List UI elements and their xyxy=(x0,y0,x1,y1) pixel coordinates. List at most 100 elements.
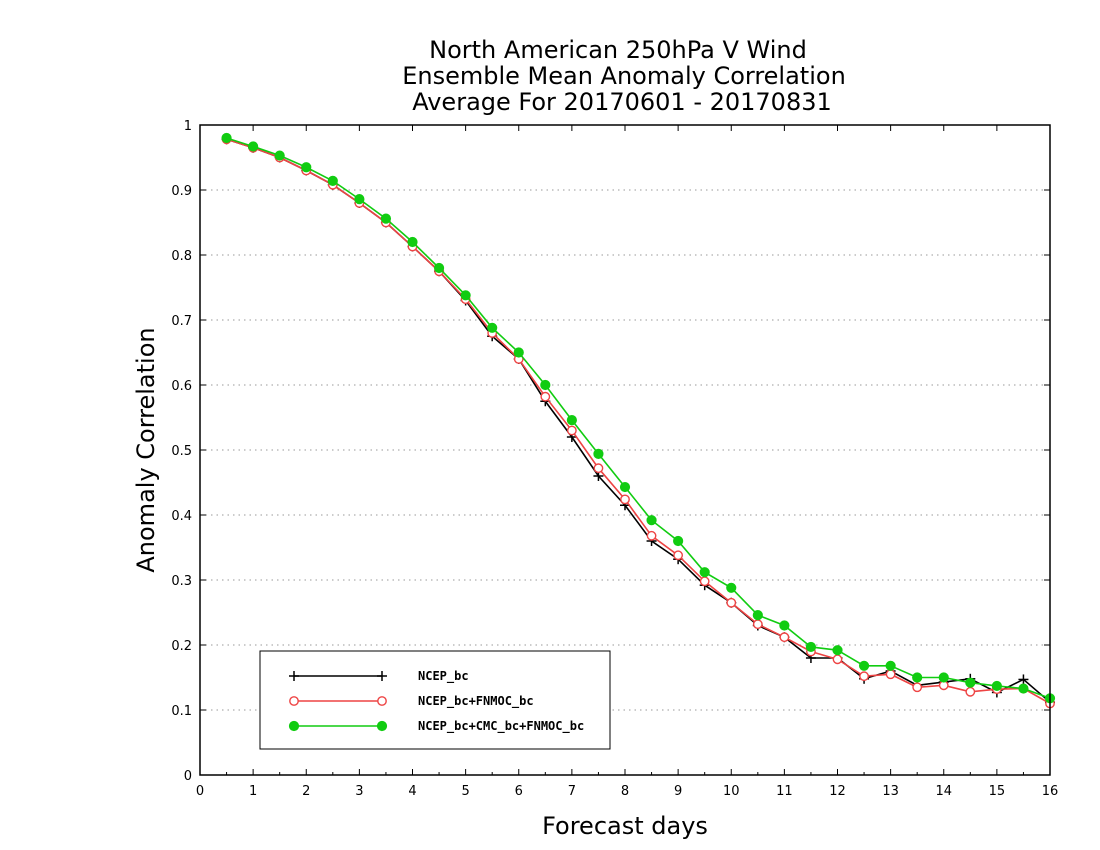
y-tick-label: 0 xyxy=(184,769,192,784)
y-axis-label: Anomaly Correlation xyxy=(132,327,160,572)
data-point xyxy=(593,463,604,474)
data-point xyxy=(673,535,684,547)
y-tick-label: 0.3 xyxy=(171,574,192,589)
data-point xyxy=(726,582,737,593)
series-2 xyxy=(221,132,1056,704)
x-tick-label: 11 xyxy=(776,784,793,799)
data-point xyxy=(779,620,790,631)
data-point xyxy=(460,290,471,301)
data-point xyxy=(858,660,870,671)
data-point xyxy=(620,494,630,505)
data-point xyxy=(752,610,763,621)
data-point xyxy=(885,669,896,680)
legend-marker xyxy=(289,671,299,681)
x-tick-label: 10 xyxy=(723,784,740,799)
x-tick-label: 8 xyxy=(621,784,629,799)
data-point xyxy=(354,194,365,205)
y-tick-label: 1 xyxy=(184,119,192,134)
x-tick-label: 4 xyxy=(408,784,416,799)
data-point xyxy=(991,680,1002,692)
data-point xyxy=(832,645,843,656)
data-point xyxy=(832,654,843,665)
legend-marker xyxy=(377,671,387,681)
title-line-1: North American 250hPa V Wind xyxy=(429,36,807,64)
y-tick-label: 0.8 xyxy=(171,249,192,264)
data-point xyxy=(619,481,631,493)
x-tick-label: 16 xyxy=(1042,784,1059,799)
data-point xyxy=(513,347,524,358)
data-point xyxy=(566,425,577,436)
data-point xyxy=(752,619,763,630)
data-point xyxy=(646,530,657,541)
data-point xyxy=(407,236,418,248)
x-tick-label: 7 xyxy=(568,784,576,799)
y-tick-label: 0.4 xyxy=(171,509,192,524)
series-line xyxy=(226,138,1051,703)
legend-label: NCEP_bc+FNMOC_bc xyxy=(418,694,534,709)
x-tick-label: 14 xyxy=(935,784,952,799)
data-point xyxy=(540,379,551,391)
data-point xyxy=(248,141,259,152)
legend: NCEP_bc NCEP_bc+FNMOC_bc NCEP_bc+CMC_bc+FN… xyxy=(259,650,611,750)
data-point xyxy=(965,686,976,697)
x-tick-label: 15 xyxy=(989,784,1006,799)
data-point xyxy=(566,415,577,426)
x-axis-label: Forecast days xyxy=(542,812,708,840)
data-point xyxy=(380,213,392,224)
data-point xyxy=(859,671,869,682)
x-tick-label: 9 xyxy=(674,784,682,799)
data-point xyxy=(487,322,498,333)
legend-marker xyxy=(289,696,299,706)
legend-entry: NCEP_bc+FNMOC_bc xyxy=(289,694,534,709)
gridlines xyxy=(200,189,1050,711)
y-axis-ticks: 0 0.1 0.2 0.3 0.4 0.5 0.6 0.7 0.8 0.9 1 xyxy=(171,119,1050,784)
data-point xyxy=(327,175,338,186)
data-point xyxy=(593,448,604,459)
data-point xyxy=(1018,683,1029,694)
x-tick-label: 2 xyxy=(302,784,310,799)
data-point xyxy=(1018,674,1029,685)
y-tick-label: 0.7 xyxy=(171,314,192,329)
data-point xyxy=(673,550,684,561)
x-tick-label: 13 xyxy=(882,784,899,799)
data-point xyxy=(699,567,710,578)
legend-label: NCEP_bc+CMC_bc+FNMOC_bc xyxy=(418,719,584,734)
series-line xyxy=(226,137,1051,700)
x-tick-label: 3 xyxy=(355,784,363,799)
y-tick-label: 0.2 xyxy=(171,639,192,654)
x-tick-label: 12 xyxy=(829,784,846,799)
data-point xyxy=(779,632,790,643)
data-point xyxy=(274,150,285,161)
legend-entry: NCEP_bc xyxy=(289,669,469,684)
data-point xyxy=(646,515,657,526)
legend-label: NCEP_bc xyxy=(418,669,469,684)
series-line xyxy=(226,138,1051,705)
data-point xyxy=(699,576,710,587)
legend-box xyxy=(259,650,611,750)
legend-entry: NCEP_bc+CMC_bc+FNMOC_bc xyxy=(288,719,584,734)
title-line-3: Average For 20170601 - 20170831 xyxy=(412,88,832,116)
y-tick-label: 0.5 xyxy=(171,444,192,459)
data-point xyxy=(885,660,896,671)
data-point xyxy=(965,677,976,688)
x-tick-label: 1 xyxy=(249,784,257,799)
data-point xyxy=(301,162,312,173)
chart-title: North American 250hPa V Wind Ensemble Me… xyxy=(402,36,846,116)
legend-marker xyxy=(377,696,387,706)
x-tick-label: 5 xyxy=(461,784,469,799)
y-tick-label: 0.1 xyxy=(171,704,192,719)
data-point xyxy=(938,672,949,683)
series-0 xyxy=(221,134,1055,708)
y-tick-label: 0.9 xyxy=(171,184,192,199)
title-line-2: Ensemble Mean Anomaly Correlation xyxy=(402,62,846,90)
x-tick-label: 0 xyxy=(196,784,204,799)
data-point xyxy=(433,262,445,274)
legend-marker xyxy=(288,720,300,732)
x-tick-label: 6 xyxy=(515,784,523,799)
y-tick-label: 0.6 xyxy=(171,379,192,394)
data-point xyxy=(912,672,923,683)
data-point xyxy=(221,132,232,144)
data-point xyxy=(726,597,737,608)
series-1 xyxy=(221,134,1055,709)
